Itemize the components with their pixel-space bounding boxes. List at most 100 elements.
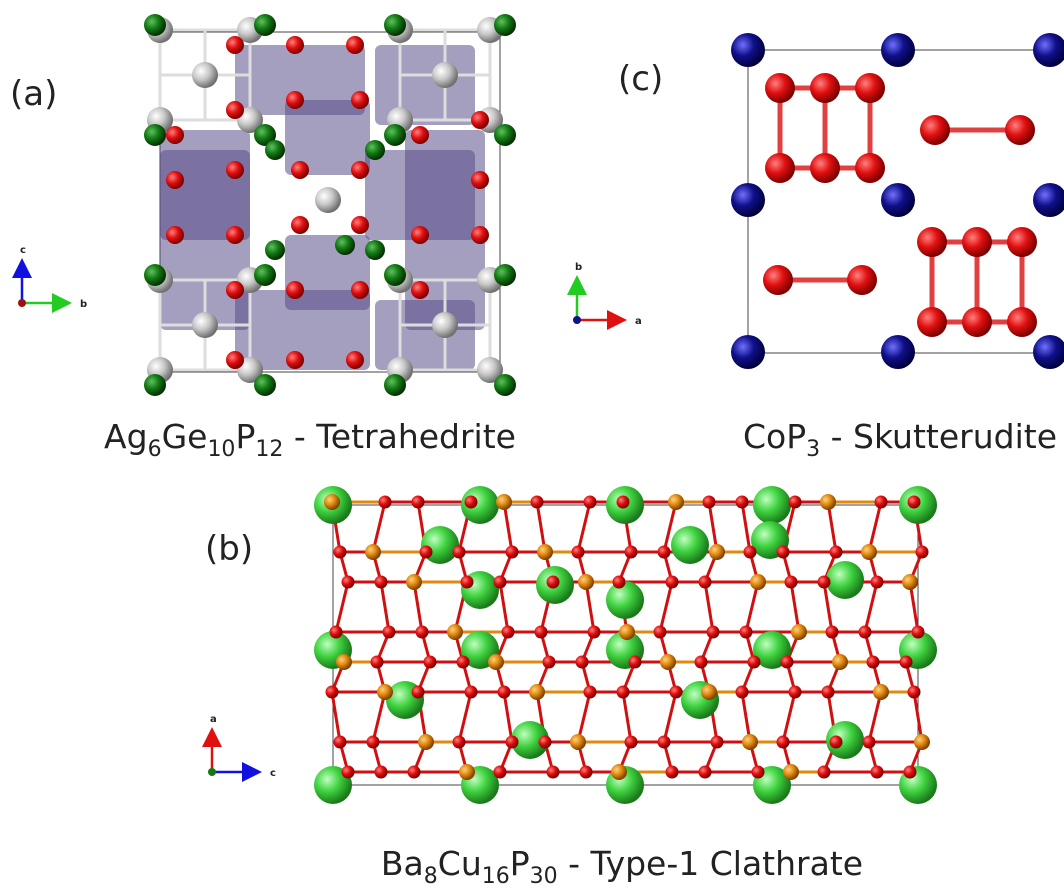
atom [496,494,512,510]
subscript: 16 [482,864,510,889]
atom [325,685,339,699]
atom [411,685,425,699]
atom [452,735,466,749]
atom [1007,227,1037,257]
atom [505,735,519,749]
atom [915,545,929,559]
atom [144,264,166,286]
atom [166,226,184,244]
atom [571,545,585,559]
atom [537,544,553,560]
atom [407,765,421,779]
caption-text: Ge [162,417,208,456]
atom [606,581,644,619]
caption-text: P [235,417,255,456]
atom [534,625,548,639]
panel-label: (b) [205,529,253,569]
atom [265,240,285,260]
atom [432,312,458,338]
atom [336,654,352,670]
atom [862,735,876,749]
atom [456,655,470,669]
atom [578,574,594,590]
atom [192,312,218,338]
atom [735,685,749,699]
atom [530,495,544,509]
atom [776,735,790,749]
atom [612,575,626,589]
atom [542,655,556,669]
bond [502,691,514,743]
atom [587,625,601,639]
atom [829,735,843,749]
atom [366,735,380,749]
atom [365,240,385,260]
atom [237,107,263,133]
atom [701,684,717,700]
axis-label: a [635,316,642,327]
atom [660,654,676,670]
atom [493,765,507,779]
atom [665,765,679,779]
subscript: 10 [207,437,235,462]
atom [810,73,840,103]
atom [415,625,429,639]
axis-origin [573,316,581,324]
subscript: 8 [424,864,438,889]
atom [254,14,276,36]
atom [333,735,347,749]
atom [144,14,166,36]
polyhedron [375,300,475,370]
bond [379,581,391,633]
atom [529,684,545,700]
atom [735,495,749,509]
atom [855,73,885,103]
atom [829,545,843,559]
atom [706,625,720,639]
atom [616,495,630,509]
atom [384,374,406,396]
atom [286,91,304,109]
atom [226,161,244,179]
bond [867,691,883,743]
caption-text: P [510,844,530,883]
atom [858,625,872,639]
atom [776,545,790,559]
atom [731,335,765,369]
atom [226,226,244,244]
axis-label: a [210,714,217,725]
atom [494,374,516,396]
bond [707,501,719,553]
atom [192,62,218,88]
atom [226,351,244,369]
atom [750,574,766,590]
atom [742,734,758,750]
bond [334,581,350,633]
atom [1033,335,1064,369]
atom [628,655,642,669]
atom [488,654,504,670]
caption-text: - Skutterudite [820,417,1057,456]
atom [464,685,478,699]
atom [333,545,347,559]
atom [384,14,406,36]
atom [411,226,429,244]
atom [315,187,341,213]
atom [847,265,877,295]
atom [1007,307,1037,337]
atom [765,73,795,103]
bond [576,501,592,553]
subscript: 3 [806,437,820,462]
atom [903,765,917,779]
atom [583,685,597,699]
atom [1033,33,1064,67]
subscript: 12 [255,437,283,462]
bond [781,691,797,743]
atom [286,281,304,299]
atom [237,357,263,383]
caption-text: - Type-1 Clathrate [558,844,863,883]
atom [494,124,516,146]
atom [546,765,560,779]
atom [286,351,304,369]
bond [826,501,838,553]
